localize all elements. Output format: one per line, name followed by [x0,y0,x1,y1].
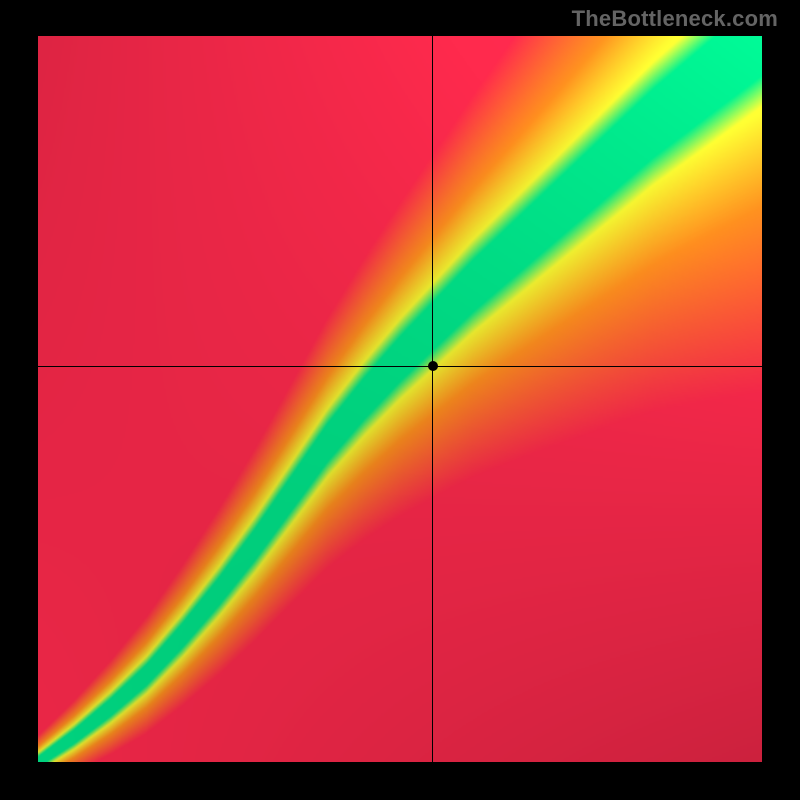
crosshair-vertical [432,36,433,762]
bottleneck-heatmap [38,36,762,762]
marker-point [428,361,438,371]
crosshair-horizontal [38,366,762,367]
watermark-text: TheBottleneck.com [572,6,778,32]
chart-container: TheBottleneck.com [0,0,800,800]
